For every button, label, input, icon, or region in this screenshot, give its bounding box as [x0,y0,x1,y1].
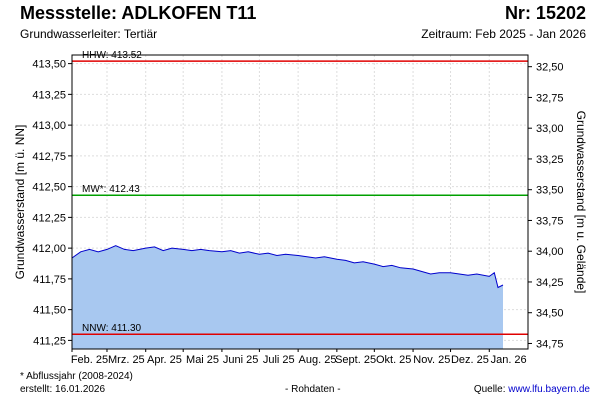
y-tick-label-left: 411,75 [33,274,66,286]
x-tick-label: Juni 25 [223,354,258,366]
tick-labels: 413,50 413,25 413,00 412,75 412,50 412,25 412,… [32,59,563,366]
y-tick-label-right: 33,75 [536,215,564,227]
y-tick-label-left: 412,25 [32,212,66,224]
y-axis-label-right: Grundwasserstand [m u. Gelände] [574,111,588,294]
x-tick-label: Feb. 25 [71,354,108,366]
y-axis-label-left: Grundwasserstand [m ü. NN] [13,125,27,280]
x-tick-label: Mai 25 [186,354,219,366]
x-tick-label: Mrz. 25 [108,354,145,366]
y-tick-label-left: 413,50 [32,59,66,71]
y-tick-label-right: 33,25 [536,154,564,166]
y-tick-label-right: 34,25 [536,277,564,289]
raw-data-note: - Rohdaten - [285,384,341,395]
y-tick-label-left: 412,75 [32,151,66,163]
reference-label-hhw: HHW: 413.52 [82,50,142,61]
y-tick-label-left: 412,00 [32,243,66,255]
x-tick-label: Okt. 25 [376,354,411,366]
y-tick-label-right: 32,75 [536,92,564,104]
station-number: Nr: 15202 [504,3,586,23]
y-tick-label-left: 411,50 [33,305,66,317]
aquifer-subtitle: Grundwasserleiter: Tertiär [20,27,158,41]
source: Quelle: www.lfu.bayern.de [474,384,590,395]
plot-frame [71,54,529,350]
y-tick-label-left: 411,25 [33,335,66,347]
water-level-line [71,245,504,289]
water-level-area [72,245,503,349]
y-tick-label-left: 413,00 [32,120,66,132]
y-tick-label-left: 412,50 [32,182,66,194]
y-tick-label-right: 32,50 [536,62,564,74]
y-tick-label-right: 34,75 [536,338,564,350]
footnote: * Abflussjahr (2008-2024) [20,371,133,382]
x-tick-label: Dez. 25 [451,354,489,366]
created-date: erstellt: 16.01.2026 [20,384,106,395]
source-label: Quelle: [473,384,509,395]
x-tick-label: Nov. 25 [413,354,450,366]
page-title: Messstelle: ADLKOFEN T11 [20,3,257,23]
x-tick-label: Sept. 25 [335,354,376,366]
time-period: Zeitraum: Feb 2025 - Jan 2026 [421,27,586,41]
x-tick-label: Apr. 25 [147,354,182,366]
reference-label-mw: MW*: 412.43 [82,184,140,195]
reference-label-nnw: NNW: 411.30 [82,323,142,334]
x-tick-label: Juli 25 [263,354,295,366]
source-link[interactable]: www.lfu.bayern.de [508,384,590,395]
x-tick-label: Aug. 25 [299,354,337,366]
y-tick-label-left: 413,25 [32,89,66,101]
reference-lines: HHW: 413.52 MW*: 412.43 NNW: 411.30 [72,50,528,335]
y-tick-label-right: 34,50 [536,308,564,320]
y-tick-label-right: 34,00 [536,246,564,258]
x-tick-label: Jan. 26 [491,354,527,366]
y-tick-label-right: 33,00 [536,123,564,135]
y-tick-label-right: 33,50 [536,185,564,197]
